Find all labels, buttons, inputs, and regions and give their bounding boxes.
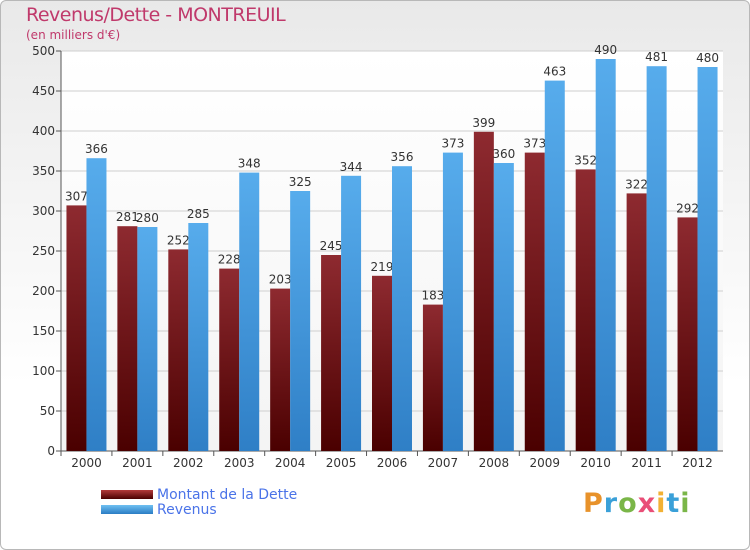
logo-letter: P	[583, 488, 604, 519]
logo-letter: x	[637, 488, 657, 519]
x-tick-label: 2012	[682, 456, 713, 470]
x-tick-label: 2000	[71, 456, 102, 470]
data-label-revenus: 481	[645, 50, 668, 64]
bar-revenus	[239, 172, 260, 451]
data-label-dette: 203	[269, 273, 292, 287]
logo-letter: i	[680, 488, 691, 519]
data-label-dette: 183	[421, 289, 444, 303]
y-tick-label: 200	[32, 284, 55, 298]
data-label-dette: 245	[320, 239, 343, 253]
x-tick-label: 2009	[529, 456, 560, 470]
x-tick-label: 2007	[428, 456, 459, 470]
bar-dette	[168, 249, 189, 451]
bar-dette	[372, 275, 392, 451]
data-label-revenus: 344	[340, 160, 363, 174]
data-label-revenus: 490	[594, 43, 617, 57]
bar-dette	[575, 169, 596, 451]
bar-dette	[626, 193, 647, 451]
data-label-revenus: 366	[85, 142, 108, 156]
data-label-revenus: 356	[391, 150, 414, 164]
legend-swatch-revenus	[101, 505, 153, 514]
proxiti-logo: Proxiti	[583, 488, 691, 519]
chart-subtitle: (en milliers d'€)	[26, 28, 121, 42]
bar-dette	[219, 268, 240, 451]
bar-dette	[677, 217, 698, 451]
data-label-dette: 292	[676, 201, 699, 215]
data-label-revenus: 280	[136, 211, 159, 225]
x-tick-label: 2006	[377, 456, 408, 470]
bar-revenus	[290, 191, 311, 451]
bar-dette	[117, 226, 138, 451]
bar-revenus	[544, 80, 565, 451]
y-tick-label: 300	[32, 204, 55, 218]
data-label-dette: 307	[65, 189, 88, 203]
data-label-dette: 228	[218, 253, 241, 267]
legend-swatch-dette	[101, 490, 153, 499]
bar-dette	[473, 131, 494, 452]
bar-revenus	[188, 223, 209, 451]
data-label-revenus: 373	[441, 137, 464, 151]
x-tick-label: 2001	[122, 456, 153, 470]
data-label-revenus: 325	[289, 175, 312, 189]
data-label-dette: 373	[523, 137, 546, 151]
bar-revenus	[442, 152, 463, 451]
data-label-dette: 399	[472, 116, 495, 130]
bar-revenus	[493, 163, 514, 451]
y-tick-label: 250	[32, 244, 55, 258]
bar-revenus	[392, 166, 412, 451]
bar-dette	[66, 205, 87, 451]
bar-dette	[270, 288, 291, 451]
y-tick-label: 450	[32, 84, 55, 98]
logo-letter: t	[666, 488, 681, 519]
bar-dette	[422, 304, 443, 451]
y-tick-label: 50	[40, 404, 55, 418]
chart-title: Revenus/Dette - MONTREUIL	[26, 4, 286, 26]
data-label-revenus: 480	[696, 51, 719, 65]
logo-letter: r	[603, 488, 619, 519]
y-tick-label: 400	[32, 124, 55, 138]
bar-revenus	[341, 175, 362, 452]
bar-revenus	[137, 227, 158, 451]
bar-dette	[321, 255, 342, 451]
x-tick-label: 2004	[275, 456, 306, 470]
data-label-dette: 252	[167, 233, 190, 247]
logo-letter: o	[618, 488, 638, 519]
data-label-revenus: 285	[187, 207, 210, 221]
data-label-dette: 322	[625, 177, 648, 191]
bar-revenus	[595, 59, 616, 451]
x-tick-label: 2011	[631, 456, 662, 470]
legend-label-dette: Montant de la Dette	[157, 487, 298, 503]
x-tick-label: 2008	[479, 456, 510, 470]
data-label-dette: 281	[116, 210, 139, 224]
x-tick-label: 2002	[173, 456, 204, 470]
y-tick-label: 100	[32, 364, 55, 378]
x-tick-label: 2005	[326, 456, 357, 470]
data-label-revenus: 348	[238, 157, 261, 171]
bar-revenus	[646, 66, 667, 451]
y-tick-label: 0	[47, 444, 55, 458]
x-tick-label: 2010	[580, 456, 611, 470]
y-tick-label: 350	[32, 164, 55, 178]
y-tick-label: 150	[32, 324, 55, 338]
y-tick-label: 500	[32, 44, 55, 58]
x-tick-label: 2003	[224, 456, 255, 470]
bar-revenus	[86, 158, 107, 451]
data-label-dette: 352	[574, 153, 597, 167]
legend-label-revenus: Revenus	[157, 502, 217, 518]
data-label-revenus: 463	[543, 65, 566, 79]
data-label-revenus: 360	[492, 147, 515, 161]
logo-letter: i	[656, 488, 667, 519]
data-label-dette: 219	[371, 260, 394, 274]
bar-dette	[524, 152, 545, 451]
bar-revenus	[697, 67, 718, 451]
